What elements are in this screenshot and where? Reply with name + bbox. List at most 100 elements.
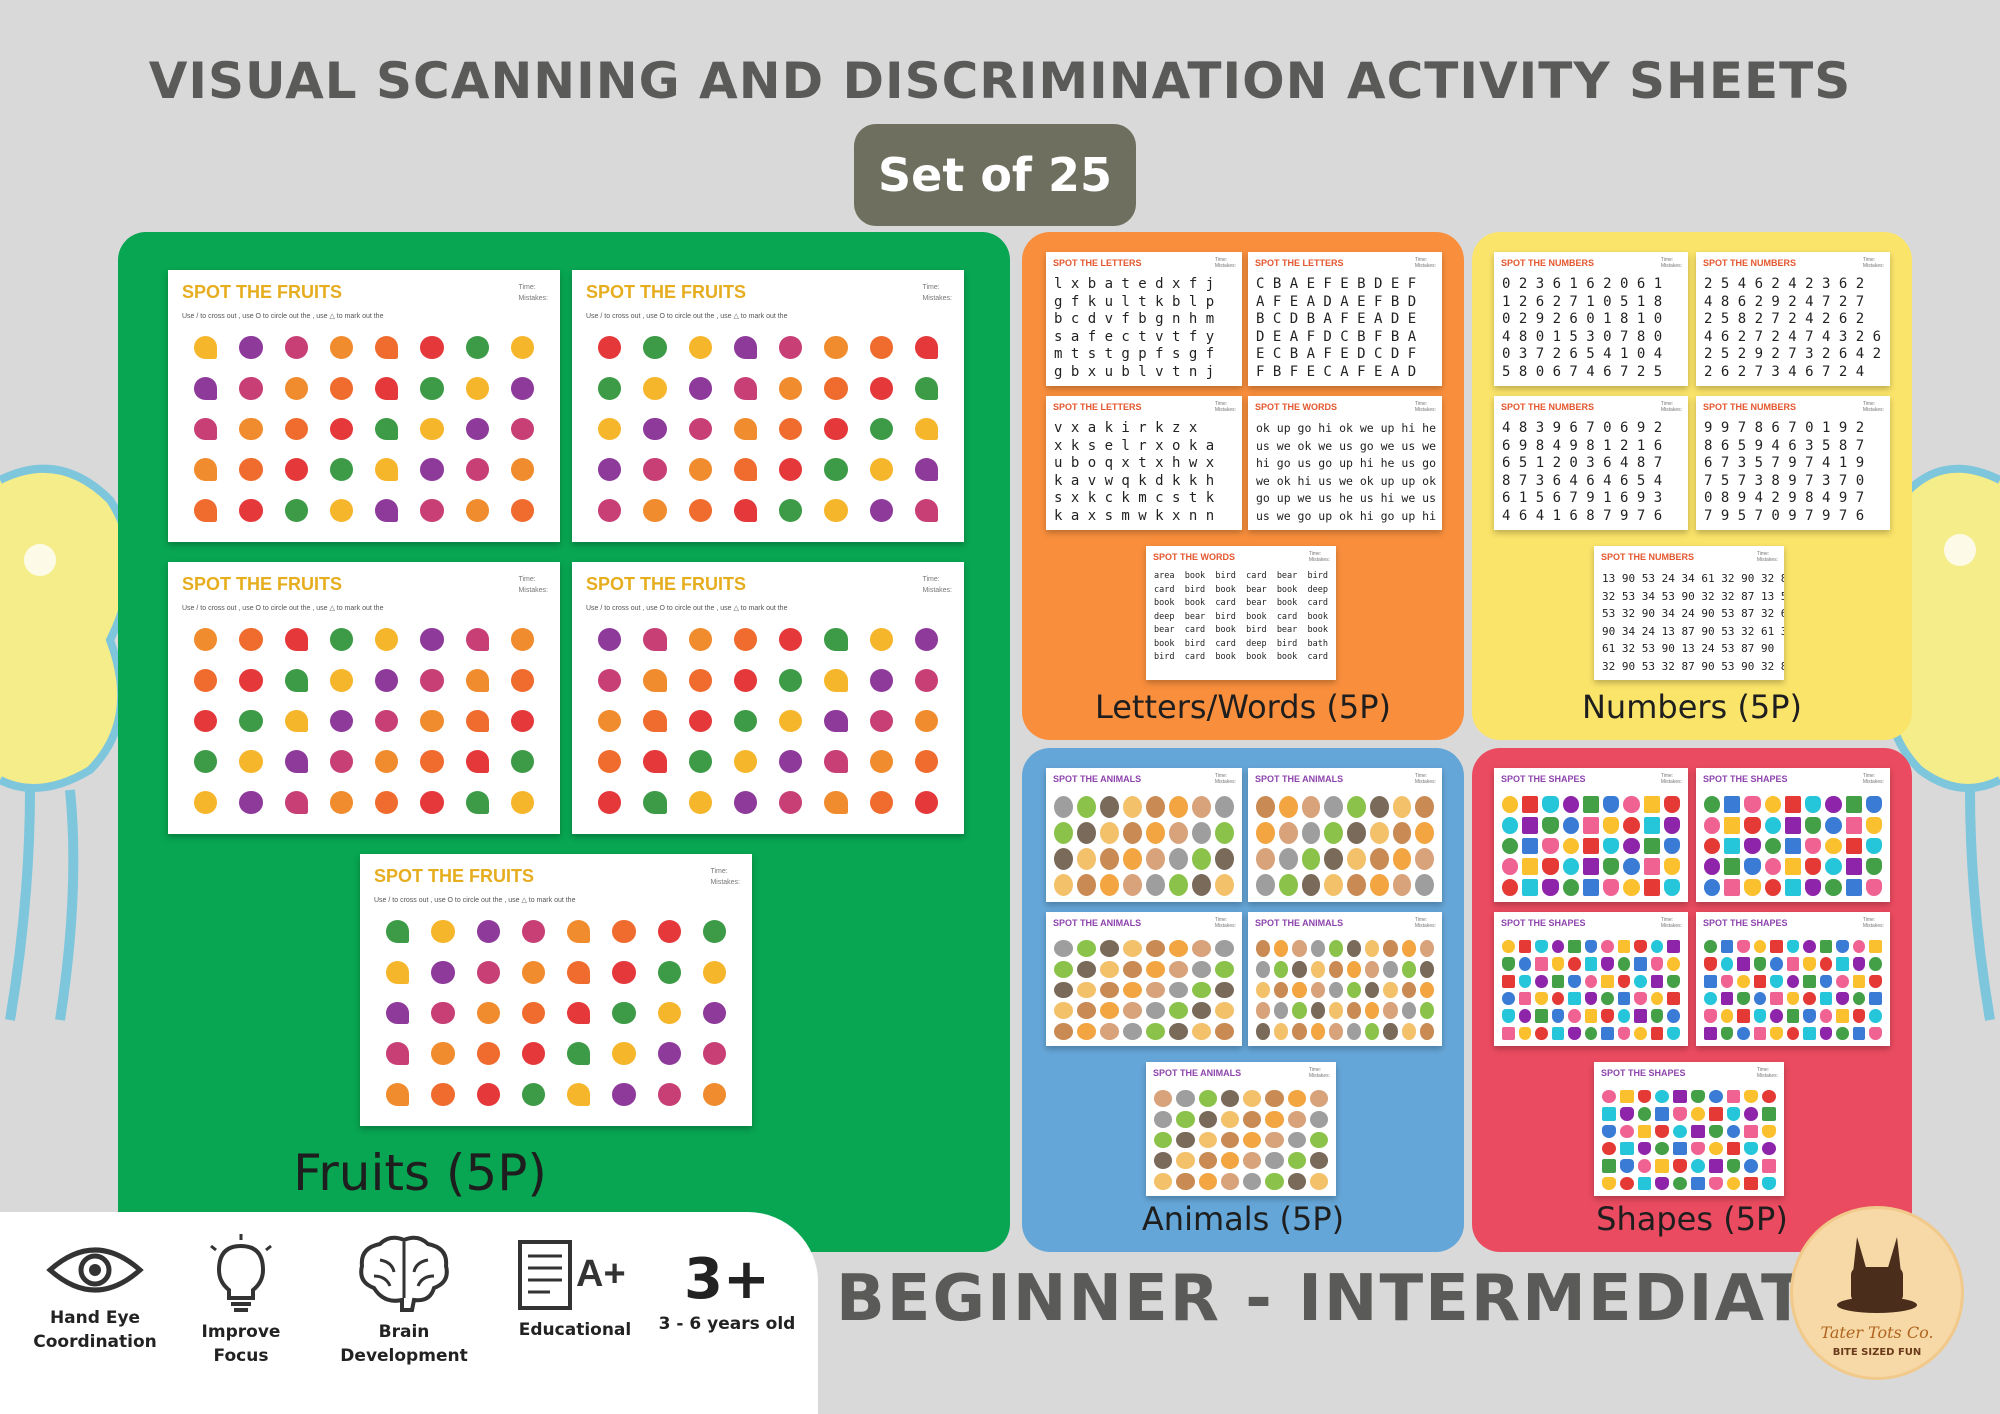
animal-icon — [1198, 1131, 1217, 1149]
lightbulb-icon — [210, 1234, 272, 1312]
words-sheet: SPOT THE WORDS Time: Mistakes: area book bi… — [1146, 546, 1336, 680]
fruit-icon — [598, 668, 622, 692]
sheet-title: SPOT THE WORDS — [1153, 552, 1236, 562]
animal-icon — [1054, 848, 1073, 870]
fruit-icon — [702, 920, 726, 943]
animal-icon — [1243, 1173, 1262, 1190]
fruit-icon — [688, 791, 712, 814]
shape-icon — [1643, 816, 1660, 834]
sheet-meta: Time: Mistakes: — [1661, 773, 1682, 785]
shape-icon — [1568, 991, 1581, 1006]
shape-icon — [1601, 991, 1614, 1006]
shape-icon — [1836, 974, 1849, 988]
fruit-icon — [510, 376, 534, 400]
animal-icon — [1077, 960, 1096, 978]
sheet-meta: Time: Mistakes: — [1309, 551, 1330, 563]
shape-icon — [1634, 1009, 1647, 1023]
text-grid-row: us we ok we us go we us we ok — [1256, 438, 1442, 453]
fruit-icon — [598, 458, 622, 482]
fruit-icon — [420, 791, 444, 814]
fruit-icon — [386, 1083, 410, 1106]
mistakes-label: Mistakes: — [1660, 779, 1682, 785]
shape-icon — [1737, 957, 1750, 971]
shape-icon — [1617, 957, 1631, 971]
shape-icon — [1704, 957, 1717, 971]
fruit-icon — [375, 791, 399, 814]
animal-icon — [1369, 822, 1389, 844]
shape-icon — [1869, 1009, 1882, 1023]
time-label: Time: — [1214, 773, 1228, 779]
fruit-icon — [598, 336, 622, 359]
shape-icon — [1502, 879, 1519, 896]
shape-icon — [1568, 940, 1581, 954]
animal-icon — [1243, 1152, 1262, 1170]
fruit-icon — [284, 668, 308, 692]
shape-icon — [1602, 1176, 1616, 1190]
fruit-icon — [643, 709, 667, 733]
animal-icon — [1077, 1023, 1096, 1040]
fruit-icon — [824, 750, 848, 774]
text-grid-row: hi go us go up hi he us go us — [1256, 456, 1442, 470]
shape-icon — [1691, 1159, 1705, 1173]
fruit-icon — [702, 960, 726, 984]
sheet-meta: Time: Mistakes: — [1661, 257, 1682, 269]
animal-icon — [1401, 1002, 1416, 1020]
fruit-icon — [375, 336, 399, 359]
fruit-icon — [643, 791, 667, 814]
shape-icon — [1542, 816, 1559, 834]
shape-icon — [1704, 974, 1717, 988]
animal-icon — [1100, 1023, 1119, 1040]
shape-icon — [1786, 974, 1800, 988]
text-grid-row: 0 8 9 4 2 9 8 4 9 7 — [1704, 490, 1865, 506]
animal-icon — [1100, 796, 1119, 818]
animal-icon — [1415, 822, 1434, 844]
animal-icon — [1301, 848, 1321, 870]
sheet-title: SPOT THE NUMBERS — [1501, 258, 1595, 268]
shape-icon — [1737, 1026, 1750, 1040]
fruit-sheet: SPOT THE FRUITS Use / to cross out , use … — [168, 270, 560, 542]
fruit-icon — [612, 1001, 636, 1025]
shape-icon — [1551, 1009, 1565, 1023]
shape-icon — [1637, 1159, 1652, 1173]
text-grid-row: 0 3 7 2 6 5 4 1 0 4 — [1502, 346, 1663, 362]
shape-icon — [1634, 1026, 1647, 1040]
shape-icon — [1770, 957, 1783, 971]
animal-icon — [1154, 1131, 1173, 1149]
fruit-icon — [869, 668, 893, 692]
animal-icon — [1347, 796, 1366, 818]
text-grid-row: F B F E C A F E A D — [1256, 363, 1417, 380]
animal-icon — [1100, 981, 1119, 999]
fruit-icon — [779, 336, 803, 359]
mistakes-label: Mistakes: — [1660, 407, 1682, 413]
animal-icon — [1192, 1023, 1211, 1040]
shape-icon — [1805, 796, 1822, 813]
time-label: Time: — [710, 868, 728, 875]
text-grid-row: 13 90 53 24 34 61 32 90 32 87 — [1602, 572, 1784, 585]
fruit-icon — [643, 750, 667, 774]
shape-icon — [1865, 796, 1882, 813]
animal-icon — [1100, 960, 1119, 978]
text-grid-row: 4 8 3 9 6 7 0 6 9 2 — [1502, 420, 1663, 436]
animal-icon — [1192, 796, 1211, 818]
shape-icon — [1803, 1026, 1816, 1040]
animal-icon — [1215, 1023, 1234, 1040]
time-label: Time: — [1756, 1067, 1770, 1073]
sheet-meta: Time: Mistakes: — [1215, 401, 1236, 413]
animal-icon — [1220, 1110, 1239, 1128]
animal-icon — [1215, 981, 1234, 999]
icon-grid — [1256, 940, 1434, 1040]
animal-icon — [1392, 796, 1412, 818]
shape-icon — [1869, 940, 1882, 954]
fruit-icon — [521, 920, 545, 943]
time-label: Time: — [1308, 551, 1322, 557]
shape-icon — [1724, 858, 1741, 876]
fruit-icon — [476, 920, 500, 943]
fruit-icon — [476, 1042, 500, 1066]
mistakes-label: Mistakes: — [518, 587, 548, 594]
animal-icon — [1401, 981, 1416, 999]
fruit-icon — [824, 376, 848, 400]
animal-icon — [1054, 874, 1073, 896]
animal-icon — [1309, 1152, 1328, 1170]
